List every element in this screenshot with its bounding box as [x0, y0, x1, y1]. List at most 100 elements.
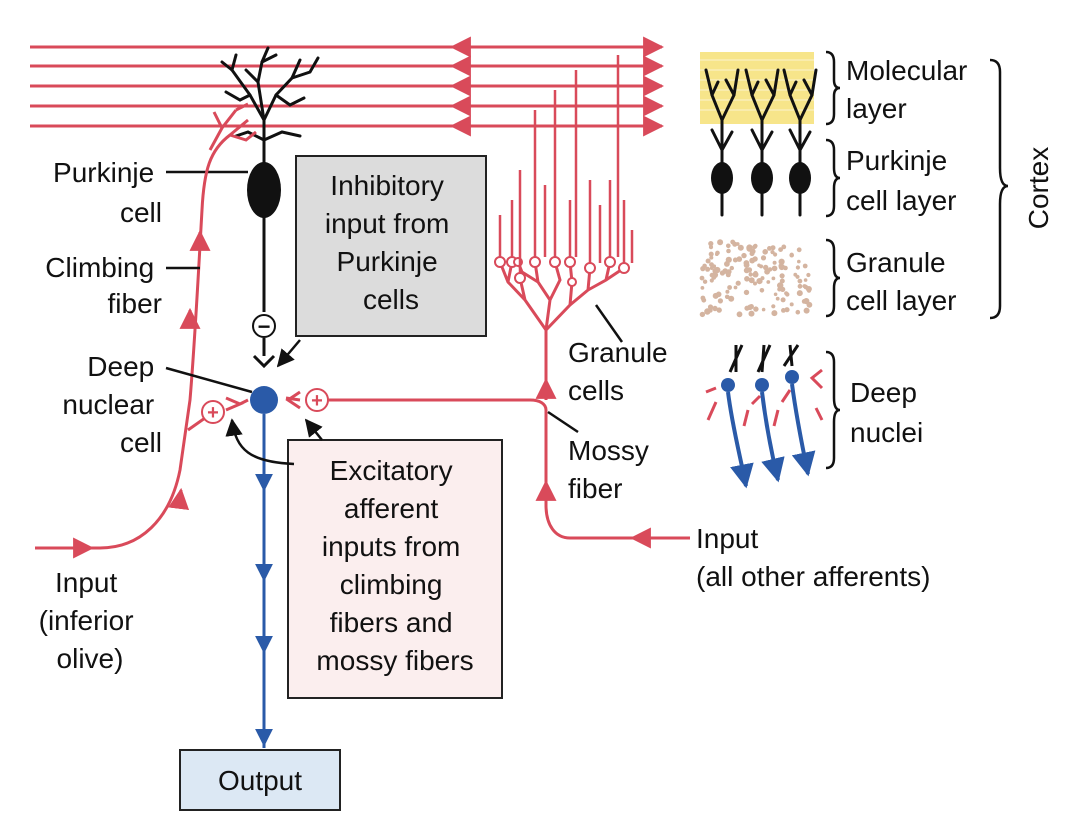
granule-dot [726, 248, 731, 254]
granule-dot [743, 262, 750, 268]
deep-nuclei-label: Deep nuclei [850, 377, 925, 448]
granule-dot [773, 292, 778, 297]
inset-purkinje-cells [704, 68, 818, 217]
granule-dot [717, 298, 724, 304]
granule-dot [781, 308, 786, 313]
granule-layer-dots [699, 239, 813, 318]
inhibitory-box-label: Inhibitory input from Purkinje cells [325, 170, 457, 315]
granule-dot [773, 252, 778, 257]
granule-dot [763, 264, 769, 271]
granule-dot [778, 258, 785, 265]
granule-dot [712, 292, 719, 299]
granule-dot [771, 304, 776, 309]
output-box [179, 749, 341, 811]
inset-deep-nuclei [705, 344, 824, 489]
granule-dot [802, 263, 808, 269]
purkinje-cell-label: Purkinje cell [53, 157, 162, 228]
granule-dot [780, 297, 786, 303]
granule-dot [724, 269, 728, 273]
granule-cell-axons [498, 55, 634, 273]
granule-dot [797, 278, 803, 284]
cortex-label: Cortex [1023, 147, 1054, 229]
granule-dot [748, 272, 753, 277]
granule-dot [700, 286, 705, 290]
granule-dot [749, 304, 754, 308]
granule-dot [806, 272, 811, 278]
climbing-fiber-label: Climbing fiber [45, 252, 162, 319]
granule-dot [744, 276, 750, 282]
molecular-layer-label: Molecular layer [846, 55, 975, 124]
granule-dot [727, 285, 732, 290]
inhibitory-synapse-sign [252, 314, 276, 338]
parallel-fibers [30, 36, 665, 137]
excitatory-input-box [287, 439, 503, 699]
granule-dot [725, 289, 730, 294]
granule-dot [729, 265, 734, 271]
granule-dot [793, 272, 798, 277]
granule-dot [728, 295, 735, 302]
granule-dot [807, 288, 811, 293]
granule-dot [712, 264, 717, 269]
granule-dot [735, 242, 740, 246]
granule-dot [735, 280, 741, 286]
granule-dot [724, 262, 729, 267]
granule-dot [803, 278, 808, 282]
granule-dot [743, 267, 750, 274]
granule-dot [789, 302, 794, 307]
excitatory-arrow-left [225, 418, 295, 466]
granule-dot [709, 278, 714, 283]
mossy-excite-text: + [311, 390, 323, 412]
granule-dot [733, 285, 738, 290]
granule-dot [705, 266, 711, 272]
inhibit-sign-text: − [258, 314, 271, 339]
granule-dot [759, 288, 765, 293]
granule-dot [748, 310, 755, 317]
granule-dot [779, 273, 785, 279]
granule-dot [753, 306, 759, 312]
purkinje-cell-body [247, 162, 281, 218]
granule-dot [767, 246, 772, 251]
granule-dot [736, 311, 743, 318]
granule-dot [796, 290, 803, 297]
granule-dot [777, 282, 784, 289]
granule-dot [756, 278, 763, 285]
granule-dot [795, 309, 801, 315]
granule-dot [796, 247, 802, 253]
mossy-fiber-label: Mossy fiber [568, 435, 657, 504]
granule-dot [803, 307, 810, 314]
purkinje-axon-terminal [252, 354, 276, 369]
granule-dot [778, 247, 783, 253]
purkinje-cell-layer-label: Purkinje cell layer [846, 145, 956, 216]
granule-dot [732, 257, 738, 263]
granule-dot [707, 304, 714, 310]
climbing-fiber [35, 102, 257, 559]
granule-dot [771, 276, 776, 281]
granule-dot [757, 263, 761, 268]
granule-label-pointer [594, 304, 624, 343]
granule-dot [760, 255, 767, 261]
deep-nuclear-cell-body [250, 386, 278, 414]
granule-dot [775, 296, 780, 301]
granule-dot [779, 278, 785, 284]
granule-dot [701, 297, 707, 303]
excitatory-box-label: Excitatory afferent inputs from climbing… [316, 455, 473, 676]
granule-dot [702, 279, 708, 284]
granule-dot [709, 272, 715, 278]
input-other-afferents-label: Input (all other afferents) [696, 523, 931, 592]
inset-purkinje-bodies [711, 162, 811, 194]
granule-dot [705, 258, 711, 264]
output-label: Output [218, 765, 302, 796]
excitatory-arrow-right [304, 418, 323, 441]
granule-dot [708, 251, 714, 257]
granule-dot [700, 266, 706, 272]
granule-dot [709, 255, 714, 260]
granule-dot [708, 245, 714, 250]
inhibitory-arrow [276, 339, 301, 368]
granule-dot [770, 245, 776, 251]
climbing-terminal [225, 396, 249, 412]
granule-dot [753, 281, 757, 286]
input-inferior-olive-label: Input (inferior olive) [39, 567, 142, 674]
granule-dot [743, 289, 750, 296]
granule-dot [781, 244, 787, 250]
